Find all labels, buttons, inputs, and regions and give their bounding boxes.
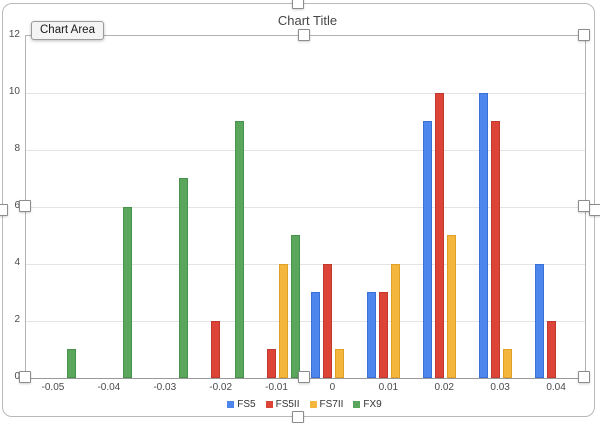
resize-handle[interactable] bbox=[0, 204, 8, 216]
x-axis-label: 0.02 bbox=[434, 382, 454, 393]
bar-FS5II-0[interactable] bbox=[322, 264, 332, 378]
legend-label: FX9 bbox=[363, 399, 382, 410]
plot-area[interactable] bbox=[25, 35, 586, 379]
gridline bbox=[26, 207, 585, 208]
bar-FS5II--0.02[interactable] bbox=[211, 321, 221, 378]
bar-FS5-0.02[interactable] bbox=[422, 121, 432, 378]
legend-label: FS7II bbox=[319, 399, 344, 410]
bar-FX9--0.04[interactable] bbox=[123, 207, 133, 378]
bar-FS5II-0.02[interactable] bbox=[434, 93, 444, 378]
legend-item-FS5II[interactable]: FS5II bbox=[265, 399, 300, 410]
y-axis-label: 10 bbox=[8, 86, 20, 97]
resize-handle[interactable] bbox=[19, 200, 31, 212]
bar-FX9--0.01[interactable] bbox=[291, 235, 301, 378]
resize-handle[interactable] bbox=[578, 371, 590, 383]
bar-FS7II-0.03[interactable] bbox=[502, 349, 512, 378]
legend-item-FX9[interactable]: FX9 bbox=[353, 399, 382, 410]
bar-FS5-0.01[interactable] bbox=[366, 292, 376, 378]
resize-handle[interactable] bbox=[292, 0, 304, 9]
legend: FS5 FS5II FS7II FX9 bbox=[25, 399, 584, 410]
chart-area-tooltip: Chart Area bbox=[31, 21, 104, 40]
legend-item-FS7II[interactable]: FS7II bbox=[309, 399, 344, 410]
bar-FS5II-0.04[interactable] bbox=[546, 321, 556, 378]
bar-FS5II--0.01[interactable] bbox=[267, 349, 277, 378]
bar-FS7II-0[interactable] bbox=[334, 349, 344, 378]
resize-handle[interactable] bbox=[292, 411, 304, 423]
bar-FX9--0.03[interactable] bbox=[179, 178, 189, 378]
x-axis-label: -0.03 bbox=[153, 382, 177, 393]
chart-title[interactable]: Chart Title bbox=[277, 13, 338, 28]
x-axis-label: 0 bbox=[329, 382, 336, 393]
legend-marker-icon bbox=[309, 401, 317, 408]
resize-handle[interactable] bbox=[578, 29, 590, 41]
bar-FS5-0.04[interactable] bbox=[534, 264, 544, 378]
gridline bbox=[26, 321, 585, 322]
gridline bbox=[26, 93, 585, 94]
legend-label: FS5II bbox=[275, 399, 300, 410]
bar-FS5II-0.03[interactable] bbox=[490, 121, 500, 378]
x-axis-label: -0.02 bbox=[209, 382, 233, 393]
resize-handle[interactable] bbox=[19, 371, 31, 383]
bar-FS7II-0.02[interactable] bbox=[446, 235, 456, 378]
bar-FS7II-0.01[interactable] bbox=[390, 264, 400, 378]
bar-FS5-0[interactable] bbox=[310, 292, 320, 378]
resize-handle[interactable] bbox=[298, 371, 310, 383]
y-axis-label: 0 bbox=[14, 371, 20, 382]
resize-handle[interactable] bbox=[589, 204, 600, 216]
y-axis-label: 8 bbox=[14, 143, 20, 154]
bar-FX9--0.02[interactable] bbox=[235, 121, 245, 378]
resize-handle[interactable] bbox=[298, 29, 310, 41]
bar-FS7II--0.01[interactable] bbox=[279, 264, 289, 378]
y-axis-label: 6 bbox=[14, 200, 20, 211]
bar-FX9--0.05[interactable] bbox=[67, 349, 77, 378]
y-axis-label: 12 bbox=[8, 29, 20, 40]
x-axis-label: -0.01 bbox=[265, 382, 288, 393]
x-axis-label: 0.04 bbox=[546, 382, 566, 393]
y-axis-label: 2 bbox=[14, 314, 20, 325]
gridline bbox=[26, 264, 585, 265]
y-axis-label: 4 bbox=[14, 257, 20, 268]
bar-FS5II-0.01[interactable] bbox=[378, 292, 388, 378]
x-axis-label: 0.03 bbox=[490, 382, 510, 393]
x-axis-label: 0.01 bbox=[378, 382, 399, 393]
bar-FS5-0.03[interactable] bbox=[478, 93, 488, 378]
legend-marker-icon bbox=[227, 401, 235, 408]
legend-marker-icon bbox=[265, 401, 273, 408]
x-axis-label: -0.04 bbox=[97, 382, 121, 393]
gridline bbox=[26, 150, 585, 151]
legend-item-FS5[interactable]: FS5 bbox=[227, 399, 256, 410]
legend-marker-icon bbox=[353, 401, 361, 408]
resize-handle[interactable] bbox=[578, 200, 590, 212]
legend-label: FS5 bbox=[237, 399, 256, 410]
x-axis-label: -0.05 bbox=[41, 382, 65, 393]
